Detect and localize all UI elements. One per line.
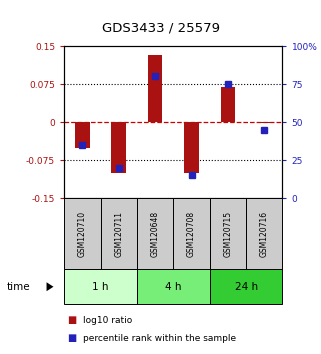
- Bar: [75, 122, 90, 148]
- Text: ■: ■: [67, 333, 77, 343]
- Bar: [221, 87, 235, 122]
- Bar: [111, 122, 126, 173]
- Text: GSM120711: GSM120711: [114, 211, 123, 257]
- Text: 24 h: 24 h: [235, 282, 258, 292]
- Text: time: time: [6, 282, 30, 292]
- Text: 4 h: 4 h: [165, 282, 182, 292]
- Bar: [184, 122, 199, 173]
- Text: GSM120710: GSM120710: [78, 211, 87, 257]
- Text: GSM120648: GSM120648: [151, 211, 160, 257]
- Text: 1 h: 1 h: [92, 282, 109, 292]
- Text: ■: ■: [67, 315, 77, 325]
- Bar: [257, 122, 272, 123]
- Polygon shape: [47, 282, 54, 291]
- Text: percentile rank within the sample: percentile rank within the sample: [83, 333, 237, 343]
- Text: GSM120715: GSM120715: [223, 211, 232, 257]
- Bar: [148, 55, 162, 122]
- Text: log10 ratio: log10 ratio: [83, 316, 133, 325]
- Text: GSM120716: GSM120716: [260, 211, 269, 257]
- Text: GDS3433 / 25579: GDS3433 / 25579: [101, 21, 220, 34]
- Text: GSM120708: GSM120708: [187, 211, 196, 257]
